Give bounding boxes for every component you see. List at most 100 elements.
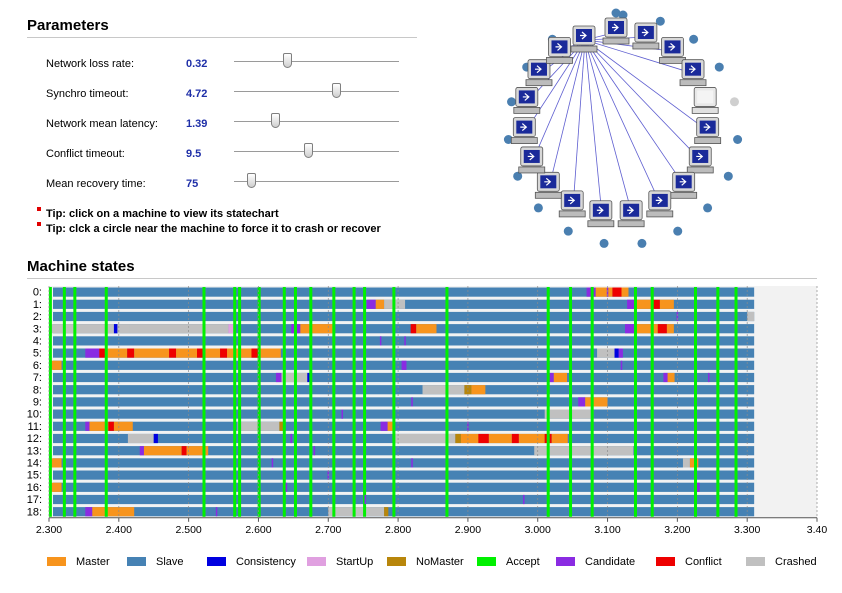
slider-thumb-mean-recovery-time[interactable] xyxy=(246,173,256,188)
state-segment-master xyxy=(518,433,545,444)
state-row-bar[interactable] xyxy=(53,507,755,517)
screen-glyph xyxy=(689,65,696,74)
crash-toggle-circle[interactable] xyxy=(533,203,543,213)
crash-toggle-circle[interactable] xyxy=(655,16,665,26)
crash-toggle-circle[interactable] xyxy=(689,34,699,44)
slider-track-mean-recovery-time[interactable] xyxy=(234,181,399,182)
x-tick-label: 3.300 xyxy=(734,524,760,536)
state-row-bar[interactable] xyxy=(53,311,755,322)
slider-thumb-network-mean-latency[interactable] xyxy=(271,113,281,128)
base-shape xyxy=(587,220,615,228)
state-segment-conflict xyxy=(251,348,259,358)
machine-icon[interactable] xyxy=(686,146,714,174)
state-segment-master xyxy=(635,324,658,334)
state-segment-startup xyxy=(228,324,235,334)
state-row-bar[interactable] xyxy=(53,494,755,505)
network-diagram xyxy=(503,8,743,248)
machine-icon[interactable] xyxy=(570,25,598,53)
slider-track-network-loss-rate[interactable] xyxy=(234,61,399,62)
row-label: 17: xyxy=(27,494,42,506)
slider-track-network-mean-latency[interactable] xyxy=(234,121,399,122)
machine-icon[interactable] xyxy=(518,146,546,174)
state-segment-master xyxy=(49,458,62,468)
slider-thumb-conflict-timeout[interactable] xyxy=(304,143,314,158)
state-row-bar[interactable] xyxy=(53,409,755,419)
state-segment-crashed xyxy=(328,507,385,517)
screen-glyph xyxy=(596,206,604,215)
base-shape xyxy=(534,191,562,199)
machine-icon[interactable] xyxy=(602,17,630,45)
machine-icon[interactable] xyxy=(659,36,686,64)
crash-toggle-circle[interactable] xyxy=(513,171,523,181)
legend-label-nomaster: NoMaster xyxy=(416,556,464,568)
machine-icon[interactable] xyxy=(513,87,541,114)
crash-toggle-circle[interactable] xyxy=(729,97,739,107)
crash-toggle-circle[interactable] xyxy=(611,8,621,18)
state-segment-consistency xyxy=(153,433,158,444)
state-row-bar[interactable] xyxy=(53,458,755,468)
tip-bullet xyxy=(37,207,41,211)
state-segment-conflict xyxy=(127,348,135,358)
row-label: 0: xyxy=(33,287,42,299)
crash-toggle-circle[interactable] xyxy=(503,134,513,144)
crash-toggle-circle[interactable] xyxy=(714,62,724,72)
accept-mark xyxy=(546,287,550,517)
crash-toggle-circle[interactable] xyxy=(703,203,713,213)
slider-thumb-synchro-timeout[interactable] xyxy=(332,83,342,98)
state-row-bar[interactable] xyxy=(53,385,755,395)
accept-mark xyxy=(445,287,449,517)
state-mark-candidate xyxy=(215,507,218,517)
state-row-bar[interactable] xyxy=(53,324,755,334)
crash-toggle-circle[interactable] xyxy=(618,10,628,20)
crash-toggle-circle[interactable] xyxy=(507,97,517,107)
base-shape xyxy=(570,45,598,53)
machine-icon[interactable] xyxy=(632,22,660,50)
machine-icon[interactable] xyxy=(510,117,538,144)
crash-toggle-circle[interactable] xyxy=(673,226,683,236)
x-tick-label: 2.300 xyxy=(36,524,62,536)
machine-icon[interactable] xyxy=(587,200,615,228)
screen-glyph xyxy=(612,23,619,32)
state-row-bar[interactable] xyxy=(53,287,755,297)
network-link xyxy=(524,39,586,132)
crash-toggle-circle[interactable] xyxy=(637,238,647,248)
slider-thumb-network-loss-rate[interactable] xyxy=(282,53,292,68)
accept-mark xyxy=(590,287,594,517)
state-mark-candidate xyxy=(285,482,288,492)
state-row-bar[interactable] xyxy=(53,421,755,431)
state-segment-conflict xyxy=(108,421,114,431)
machine-icon[interactable] xyxy=(694,117,722,144)
state-row-bar[interactable] xyxy=(53,397,755,407)
state-row-bar[interactable] xyxy=(53,348,755,358)
state-row-bar[interactable] xyxy=(53,482,755,492)
state-segment-master xyxy=(106,348,128,358)
slider-track-synchro-timeout[interactable] xyxy=(234,91,399,92)
state-row-bar[interactable] xyxy=(53,336,755,346)
machine-icon[interactable] xyxy=(558,190,586,218)
machine-states-divider xyxy=(27,278,817,279)
crash-toggle-circle[interactable] xyxy=(733,134,743,144)
legend-swatch-crashed xyxy=(746,557,765,566)
state-segment-master xyxy=(666,324,674,334)
state-row-bar[interactable] xyxy=(53,470,755,480)
machine-icon[interactable] xyxy=(691,87,719,114)
slider-track-conflict-timeout[interactable] xyxy=(234,151,399,152)
state-row-bar[interactable] xyxy=(53,446,755,456)
machine-icon[interactable] xyxy=(646,190,674,218)
state-segment-master xyxy=(551,433,568,444)
crash-toggle-circle[interactable] xyxy=(599,238,609,248)
state-segment-crashed xyxy=(747,311,755,322)
crash-toggle-circle[interactable] xyxy=(563,226,573,236)
state-segment-candidate xyxy=(663,372,668,383)
machine-icon[interactable] xyxy=(679,59,707,87)
state-row-bar[interactable] xyxy=(53,372,755,383)
state-segment-crashed xyxy=(127,433,154,444)
machine-icon[interactable] xyxy=(546,36,573,64)
x-tick-label: 3.200 xyxy=(664,524,690,536)
machine-icon[interactable] xyxy=(525,59,553,87)
accept-mark xyxy=(716,287,720,517)
row-label: 2: xyxy=(33,311,42,323)
crash-toggle-circle[interactable] xyxy=(723,171,733,181)
machine-icon[interactable] xyxy=(534,171,562,199)
machine-icon[interactable] xyxy=(617,200,645,228)
